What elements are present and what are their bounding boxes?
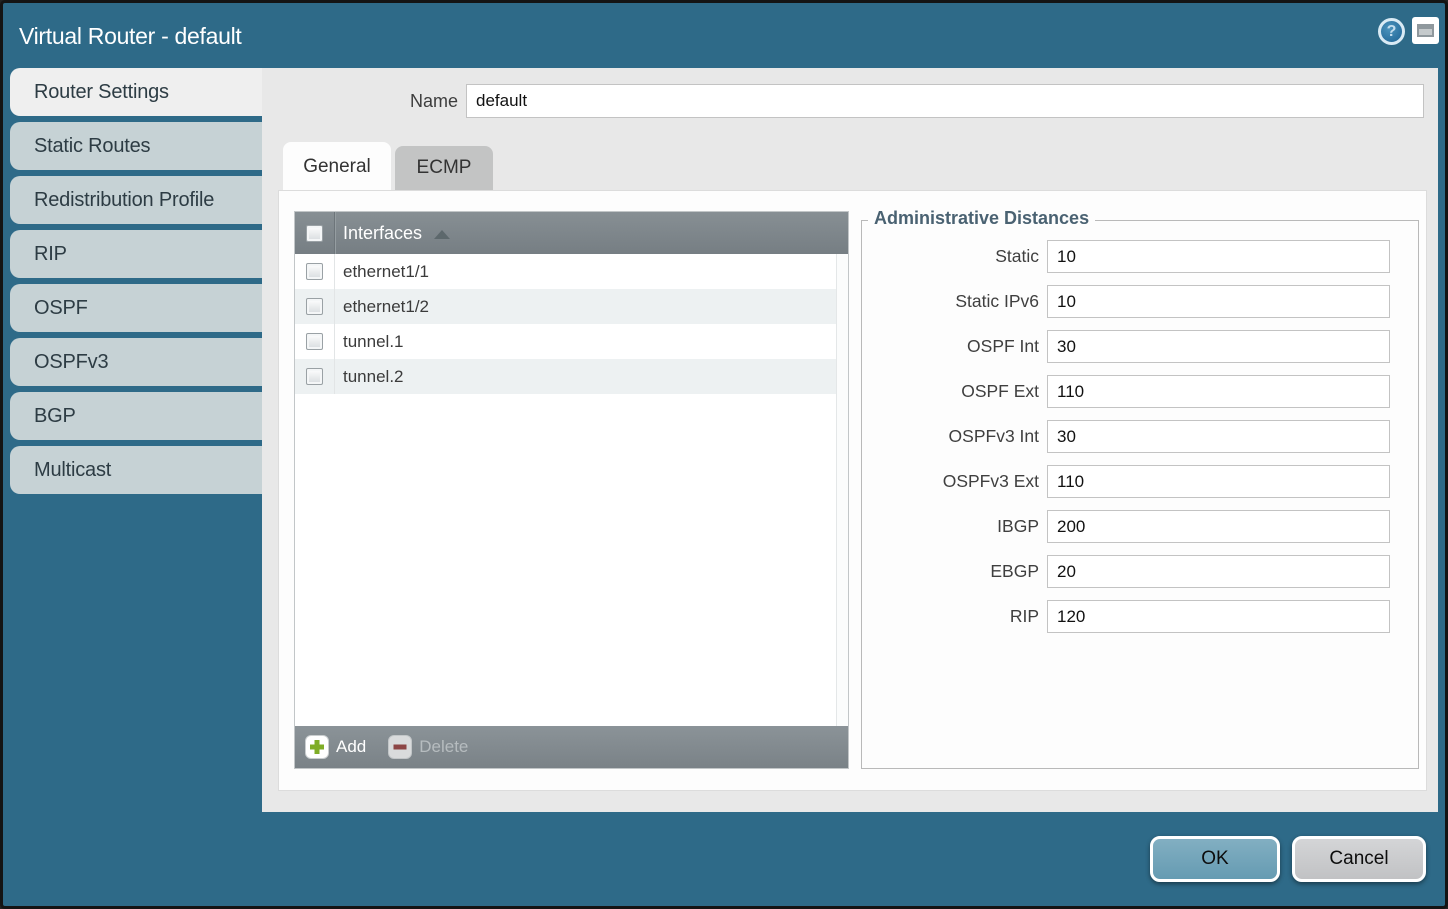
row-checkbox[interactable] [306,333,323,350]
row-checkbox-cell [295,254,335,289]
ospfv3-ext-input[interactable] [1047,465,1390,498]
admin-distances-fieldset: Administrative Distances Static Static I… [861,208,1419,769]
help-icon[interactable]: ? [1378,18,1405,45]
row-label: tunnel.2 [343,366,404,386]
rip-label: RIP [1009,606,1039,626]
row-checkbox-cell [295,359,335,394]
row-checkbox[interactable] [306,368,323,385]
ospfv3-int-label: OSPFv3 Int [948,426,1039,446]
field-row-static-ipv6: Static IPv6 [862,285,1418,318]
ospf-ext-label: OSPF Ext [961,381,1039,401]
name-label: Name [409,91,458,111]
ospf-int-input[interactable] [1047,330,1390,363]
table-scrollbar[interactable] [836,254,848,726]
interfaces-table-body: ethernet1/1 ethernet1/2 tunnel.1 tunnel.… [295,254,848,726]
static-ipv6-label: Static IPv6 [955,291,1039,311]
row-label: ethernet1/2 [343,296,430,316]
add-button[interactable]: Add [305,735,366,759]
row-label: ethernet1/1 [343,261,430,281]
table-row[interactable]: ethernet1/2 [295,289,848,324]
interfaces-table: Interfaces ethernet1/1 ethernet1/2 tunne [294,211,849,769]
cancel-button[interactable]: Cancel [1292,836,1426,882]
interfaces-table-footer: Add Delete [295,726,848,768]
admin-distances-fields: Static Static IPv6 OSPF Int OSPF Ext [862,240,1418,645]
field-row-ospf-ext: OSPF Ext [862,375,1418,408]
field-row-ospf-int: OSPF Int [862,330,1418,363]
dialog-title: Virtual Router - default [19,23,242,49]
sidebar-item-bgp[interactable]: BGP [10,392,262,440]
table-row[interactable]: tunnel.2 [295,359,848,394]
add-icon [305,735,329,759]
field-row-ospfv3-int: OSPFv3 Int [862,420,1418,453]
sidebar-item-ospf[interactable]: OSPF [10,284,262,332]
interfaces-table-header: Interfaces [295,212,848,254]
window-icon-glyph [1417,24,1434,37]
sort-ascending-icon[interactable] [434,229,451,239]
delete-icon [388,735,413,759]
ibgp-input[interactable] [1047,510,1390,543]
tab-general[interactable]: General [283,142,391,190]
static-ipv6-input[interactable] [1047,285,1390,318]
select-all-cell [295,212,335,254]
static-label: Static [995,246,1039,266]
tab-ecmp[interactable]: ECMP [395,146,493,190]
titlebar: Virtual Router - default ? [3,3,1445,65]
field-row-ibgp: IBGP [862,510,1418,543]
sidebar-item-rip[interactable]: RIP [10,230,262,278]
select-all-checkbox[interactable] [306,224,323,242]
ospf-ext-input[interactable] [1047,375,1390,408]
ok-button[interactable]: OK [1150,836,1280,882]
column-header-interfaces[interactable]: Interfaces [343,222,423,243]
sidebar: Router Settings Static Routes Redistribu… [3,68,262,500]
sidebar-item-ospfv3[interactable]: OSPFv3 [10,338,262,386]
ospfv3-int-input[interactable] [1047,420,1390,453]
static-input[interactable] [1047,240,1390,273]
table-row[interactable]: ethernet1/1 [295,254,848,289]
general-tab-content: Interfaces ethernet1/1 ethernet1/2 tunne [278,190,1427,791]
ebgp-input[interactable] [1047,555,1390,588]
row-checkbox[interactable] [306,298,323,315]
field-row-ospfv3-ext: OSPFv3 Ext [862,465,1418,498]
ebgp-label: EBGP [990,561,1039,581]
field-row-static: Static [862,240,1418,273]
row-checkbox-cell [295,289,335,324]
admin-distances-title: Administrative Distances [868,208,1096,229]
ospf-int-label: OSPF Int [967,336,1039,356]
ospfv3-ext-label: OSPFv3 Ext [942,471,1039,491]
name-input[interactable] [466,84,1424,118]
ibgp-label: IBGP [997,516,1039,536]
sidebar-item-router-settings[interactable]: Router Settings [10,68,262,116]
delete-button[interactable]: Delete [388,735,468,759]
add-button-label: Add [336,737,367,756]
table-row[interactable]: tunnel.1 [295,324,848,359]
row-label: tunnel.1 [343,331,404,351]
row-checkbox-cell [295,324,335,359]
main-panel: Name General ECMP Interfaces ethernet1/1 [262,68,1438,812]
row-checkbox[interactable] [306,263,323,280]
delete-button-label: Delete [419,737,469,756]
window-icon[interactable] [1412,17,1439,44]
sidebar-item-multicast[interactable]: Multicast [10,446,262,494]
field-row-ebgp: EBGP [862,555,1418,588]
rip-input[interactable] [1047,600,1390,633]
sidebar-item-redistribution-profile[interactable]: Redistribution Profile [10,176,262,224]
field-row-rip: RIP [862,600,1418,633]
sidebar-item-static-routes[interactable]: Static Routes [10,122,262,170]
